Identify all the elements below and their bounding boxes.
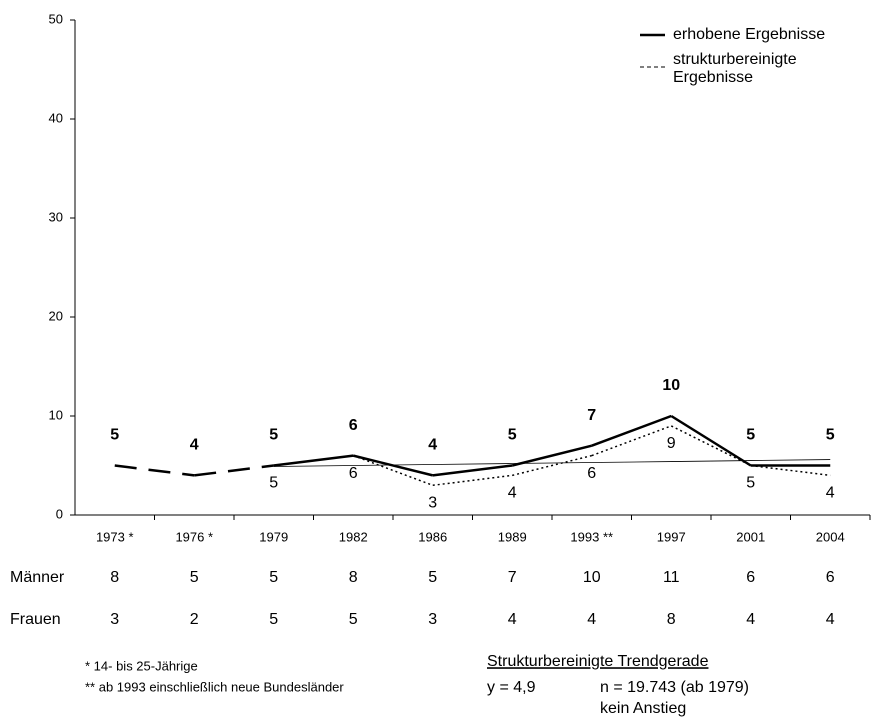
x-tick-label: 1993 ** [570, 529, 613, 544]
legend-label: strukturbereinigte Ergebnisse [673, 51, 797, 86]
trend-note: kein Anstieg [600, 700, 686, 717]
x-tick-label: 1982 [339, 529, 368, 544]
trend-title: Strukturbereinigte Trendgerade [487, 653, 709, 670]
table-cell: 5 [428, 569, 437, 586]
series-segment [670, 425, 752, 467]
row-label: Frauen [10, 611, 61, 628]
data-label: 6 [349, 465, 358, 482]
table-cell: 3 [110, 611, 119, 628]
data-label: 5 [269, 427, 278, 444]
trend-n: n = 19.743 (ab 1979) [600, 679, 749, 696]
data-label: 6 [349, 417, 358, 434]
table-cell: 8 [349, 569, 358, 586]
table-cell: 11 [663, 569, 680, 586]
y-tick-label: 20 [49, 308, 63, 323]
series-segment [114, 464, 195, 477]
table-cell: 5 [349, 611, 358, 628]
series-segment [194, 464, 274, 477]
trend-equation: y = 4,9 [487, 679, 536, 696]
table-cell: 2 [190, 611, 199, 628]
data-label: 5 [110, 427, 119, 444]
data-label: 5 [746, 475, 755, 492]
series-segment [512, 454, 592, 477]
data-label: 10 [662, 377, 680, 394]
table-cell: 8 [667, 611, 676, 628]
legend-label: erhobene Ergebnisse [673, 26, 826, 43]
row-label: Männer [10, 569, 65, 586]
table-cell: 5 [190, 569, 199, 586]
series-segment [432, 474, 513, 487]
data-label: 4 [428, 437, 437, 454]
table-cell: 8 [110, 569, 119, 586]
table-cell: 4 [508, 611, 517, 628]
table-cell: 6 [746, 569, 755, 586]
data-label: 5 [746, 427, 755, 444]
trend-line [273, 459, 831, 467]
series-segment [273, 454, 354, 467]
x-tick-label: 1973 * [96, 529, 134, 544]
series-segment [591, 425, 672, 457]
table-cell: 10 [583, 569, 601, 586]
data-label: 4 [826, 485, 835, 502]
data-label: 4 [190, 437, 199, 454]
table-cell: 5 [269, 611, 278, 628]
table-cell: 4 [826, 611, 835, 628]
series-segment [670, 414, 752, 467]
data-label: 9 [667, 435, 676, 452]
footnote: * 14- bis 25-Jährige [85, 658, 198, 673]
series-segment [352, 454, 434, 477]
table-cell: 5 [269, 569, 278, 586]
data-label: 5 [508, 427, 517, 444]
x-tick-label: 1979 [259, 529, 288, 544]
table-cell: 7 [508, 569, 517, 586]
data-label: 7 [587, 407, 596, 424]
data-label: 5 [269, 475, 278, 492]
table-cell: 4 [587, 611, 596, 628]
y-tick-label: 40 [49, 110, 63, 125]
series-segment [511, 444, 593, 467]
table-cell: 3 [428, 611, 437, 628]
series-segment [352, 454, 434, 487]
y-tick-label: 30 [49, 209, 63, 224]
data-label: 6 [587, 465, 596, 482]
y-tick-label: 50 [49, 11, 63, 26]
x-tick-label: 1986 [418, 529, 447, 544]
x-tick-label: 1989 [498, 529, 527, 544]
x-tick-label: 1997 [657, 529, 686, 544]
table-cell: 4 [746, 611, 755, 628]
data-label: 3 [428, 495, 437, 512]
data-label: 4 [508, 485, 517, 502]
y-tick-label: 0 [56, 506, 63, 521]
x-tick-label: 2004 [816, 529, 845, 544]
series-segment [750, 464, 831, 477]
series-segment [591, 414, 672, 447]
footnote: ** ab 1993 einschließlich neue Bundeslän… [85, 679, 344, 694]
data-label: 5 [826, 427, 835, 444]
table-cell: 6 [826, 569, 835, 586]
x-tick-label: 1976 * [175, 529, 213, 544]
series-segment [432, 464, 513, 477]
y-tick-label: 10 [49, 407, 63, 422]
x-tick-label: 2001 [736, 529, 765, 544]
